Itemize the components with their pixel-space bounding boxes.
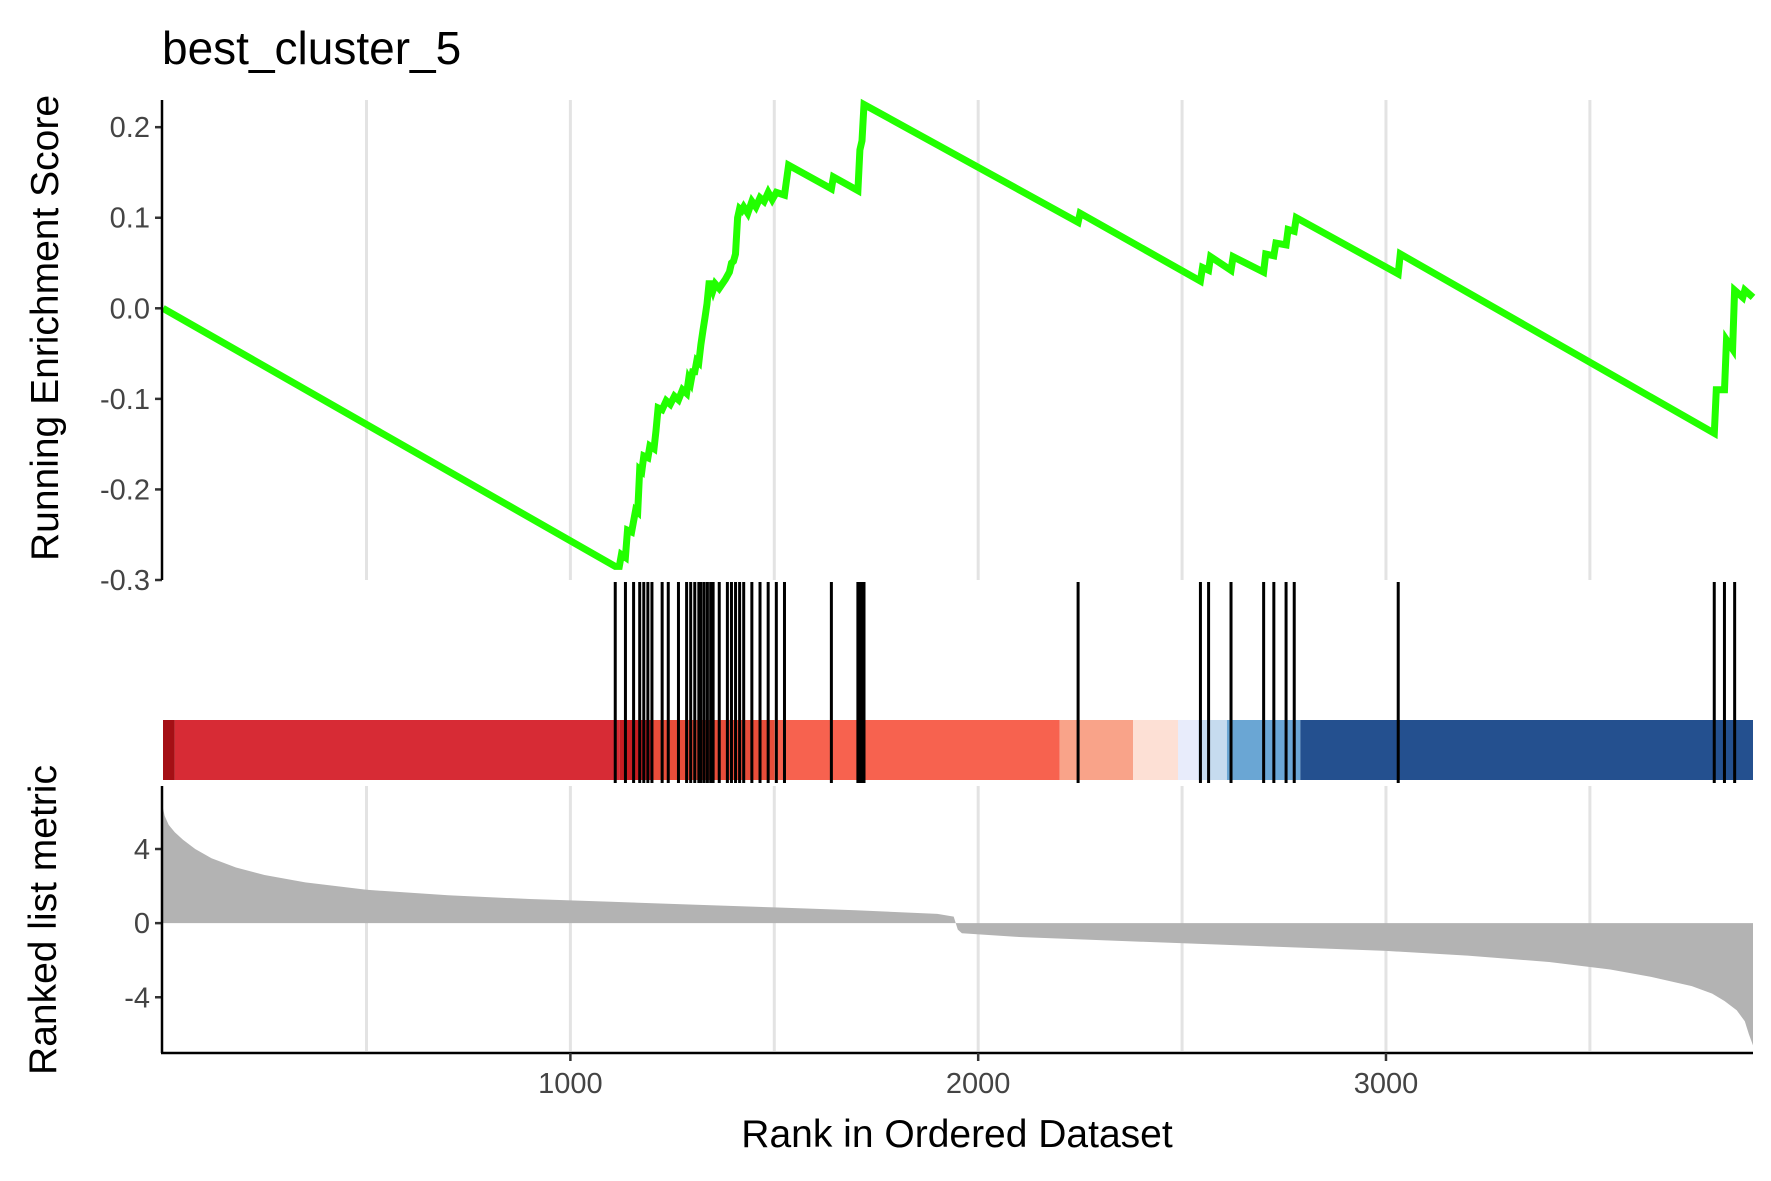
chart-title: best_cluster_5	[162, 22, 461, 74]
metric-y-ticks: 4 0 -4	[124, 834, 162, 1014]
color-bar-segment	[1300, 720, 1753, 780]
es-y-tick-label: 0.0	[110, 293, 150, 325]
es-y-ticks: 0.2 0.1 0.0 -0.1 -0.2 -0.3	[100, 112, 162, 597]
es-y-axis-title: Running Enrichment Score	[24, 95, 67, 561]
x-axis-title: Rank in Ordered Dataset	[741, 1113, 1173, 1156]
es-panel: 0.2 0.1 0.0 -0.1 -0.2 -0.3 Running Enrichment…	[24, 95, 1756, 597]
x-tick-label: 2000	[946, 1068, 1011, 1100]
color-bar-segment	[1059, 720, 1134, 780]
color-bar-segment	[174, 720, 620, 780]
color-bar-segment	[1133, 720, 1179, 780]
es-y-tick-label: -0.1	[100, 384, 150, 416]
x-ticks: 1000 2000 3000	[538, 1053, 1418, 1100]
metric-y-tick-label: -4	[124, 982, 150, 1014]
es-y-tick-label: 0.2	[110, 112, 150, 144]
color-bar-segment	[1178, 720, 1199, 780]
metric-panel: 4 0 -4 1000 2000 3000 Ranked list metric Ran…	[22, 765, 1753, 1156]
running-enrichment-line	[161, 98, 1756, 570]
color-bar-segment	[774, 720, 1060, 780]
color-bar-segment	[163, 720, 175, 780]
color-bar-segment	[1198, 720, 1227, 780]
es-y-tick-label: 0.1	[110, 203, 150, 235]
metric-y-tick-label: 0	[134, 908, 150, 940]
x-tick-label: 3000	[1354, 1068, 1419, 1100]
metric-y-tick-label: 4	[134, 834, 150, 866]
x-tick-label: 1000	[538, 1068, 603, 1100]
grid-lines	[364, 100, 1592, 1051]
es-y-tick-label: -0.2	[100, 474, 150, 506]
metric-y-axis-title: Ranked list metric	[22, 765, 65, 1075]
gene-hit-marks	[613, 582, 1737, 783]
ranked-metric-area	[163, 808, 1753, 1046]
es-y-tick-label: -0.3	[100, 565, 150, 597]
rank-color-bar	[163, 720, 1753, 780]
